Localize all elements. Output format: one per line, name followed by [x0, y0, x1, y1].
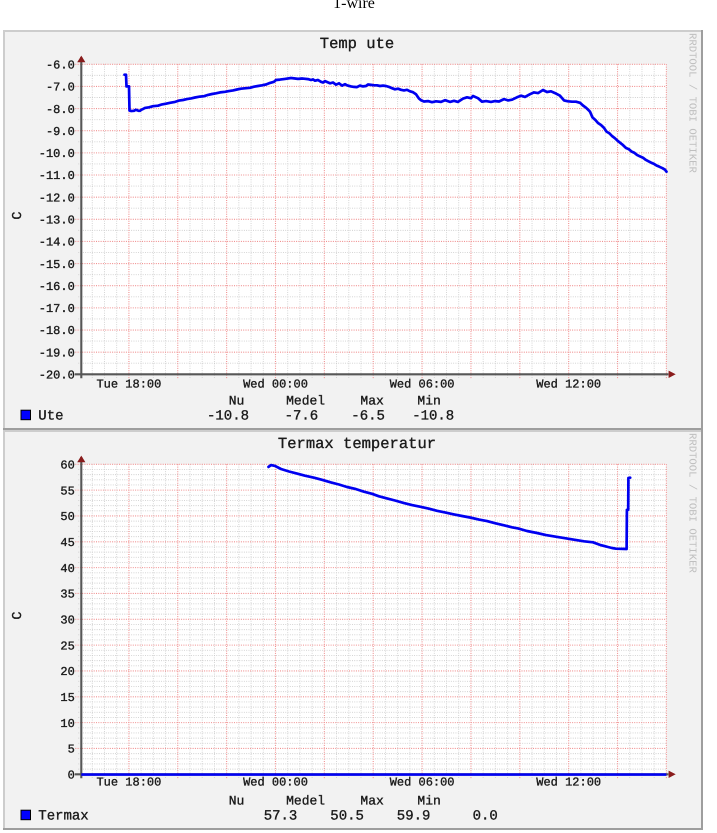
svg-text:60: 60 [60, 459, 74, 473]
svg-text:0: 0 [68, 769, 75, 783]
svg-text:-20.0: -20.0 [39, 369, 75, 383]
svg-text:Max: Max [360, 794, 384, 809]
svg-text:-7.6: -7.6 [285, 409, 319, 425]
svg-text:55: 55 [60, 484, 74, 498]
svg-text:20: 20 [60, 665, 74, 679]
svg-text:-13.0: -13.0 [39, 214, 75, 228]
svg-text:Tue 18:00: Tue 18:00 [96, 775, 161, 789]
svg-text:-10.8: -10.8 [207, 409, 249, 425]
svg-text:Wed 00:00: Wed 00:00 [243, 775, 308, 789]
svg-text:-10.0: -10.0 [39, 147, 75, 161]
svg-text:-17.0: -17.0 [39, 302, 75, 316]
svg-text:30: 30 [60, 614, 74, 628]
svg-text:-10.8: -10.8 [412, 409, 454, 425]
svg-text:Tue 18:00: Tue 18:00 [96, 377, 161, 391]
svg-text:15: 15 [60, 691, 74, 705]
svg-text:RRDTOOL / TOBI OETIKER: RRDTOOL / TOBI OETIKER [686, 33, 698, 174]
svg-text:45: 45 [60, 536, 74, 550]
svg-text:Nu: Nu [229, 794, 245, 809]
svg-text:Termax: Termax [38, 809, 88, 825]
svg-text:-6.5: -6.5 [351, 409, 385, 425]
svg-text:10: 10 [60, 717, 74, 731]
svg-text:Wed 06:00: Wed 06:00 [390, 377, 455, 391]
svg-text:Wed 00:00: Wed 00:00 [243, 377, 308, 391]
svg-text:0.0: 0.0 [473, 809, 498, 825]
svg-text:-18.0: -18.0 [39, 324, 75, 338]
svg-text:Nu: Nu [229, 394, 245, 409]
svg-text:Ute: Ute [38, 409, 63, 425]
svg-text:-12.0: -12.0 [39, 191, 75, 205]
svg-text:Max: Max [360, 394, 384, 409]
svg-text:25: 25 [60, 639, 74, 653]
svg-text:Temp ute: Temp ute [320, 35, 394, 53]
svg-text:Wed 06:00: Wed 06:00 [390, 775, 455, 789]
svg-text:-15.0: -15.0 [39, 258, 75, 272]
svg-text:Medel: Medel [286, 794, 325, 809]
svg-text:Wed 12:00: Wed 12:00 [536, 775, 601, 789]
svg-text:-11.0: -11.0 [39, 169, 75, 183]
svg-text:5: 5 [68, 743, 75, 757]
svg-text:-14.0: -14.0 [39, 236, 75, 250]
svg-text:Medel: Medel [286, 394, 325, 409]
svg-text:C: C [11, 611, 26, 619]
svg-text:C: C [11, 211, 26, 219]
svg-text:Wed 12:00: Wed 12:00 [536, 377, 601, 391]
svg-text:57.3: 57.3 [264, 809, 298, 825]
svg-text:50.5: 50.5 [330, 809, 364, 825]
svg-text:-9.0: -9.0 [46, 125, 75, 139]
svg-text:50: 50 [60, 510, 74, 524]
svg-text:35: 35 [60, 588, 74, 602]
svg-text:-19.0: -19.0 [39, 346, 75, 360]
svg-text:-7.0: -7.0 [46, 81, 75, 95]
svg-text:59.9: 59.9 [397, 809, 431, 825]
svg-text:Termax temperatur: Termax temperatur [278, 435, 436, 453]
svg-text:Min: Min [417, 394, 440, 409]
svg-text:40: 40 [60, 562, 74, 576]
svg-text:Min: Min [417, 794, 440, 809]
svg-text:-8.0: -8.0 [46, 103, 75, 117]
svg-text:RRDTOOL / TOBI OETIKER: RRDTOOL / TOBI OETIKER [686, 433, 698, 574]
svg-text:-6.0: -6.0 [46, 59, 75, 73]
svg-text:-16.0: -16.0 [39, 280, 75, 294]
